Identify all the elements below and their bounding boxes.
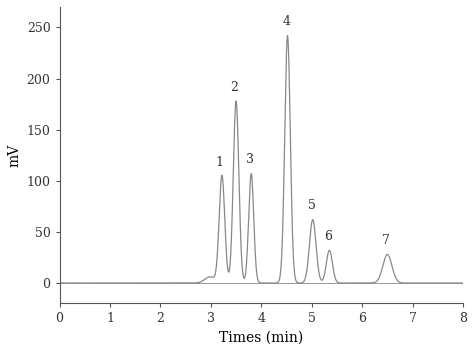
Text: 6: 6: [324, 230, 332, 243]
Text: 1: 1: [216, 156, 224, 169]
Text: 2: 2: [231, 81, 238, 94]
Text: 5: 5: [308, 200, 316, 213]
Text: 4: 4: [283, 15, 291, 29]
Y-axis label: mV: mV: [7, 144, 21, 167]
X-axis label: Times (min): Times (min): [219, 331, 303, 345]
Text: 7: 7: [383, 234, 390, 247]
Text: 3: 3: [246, 153, 254, 166]
